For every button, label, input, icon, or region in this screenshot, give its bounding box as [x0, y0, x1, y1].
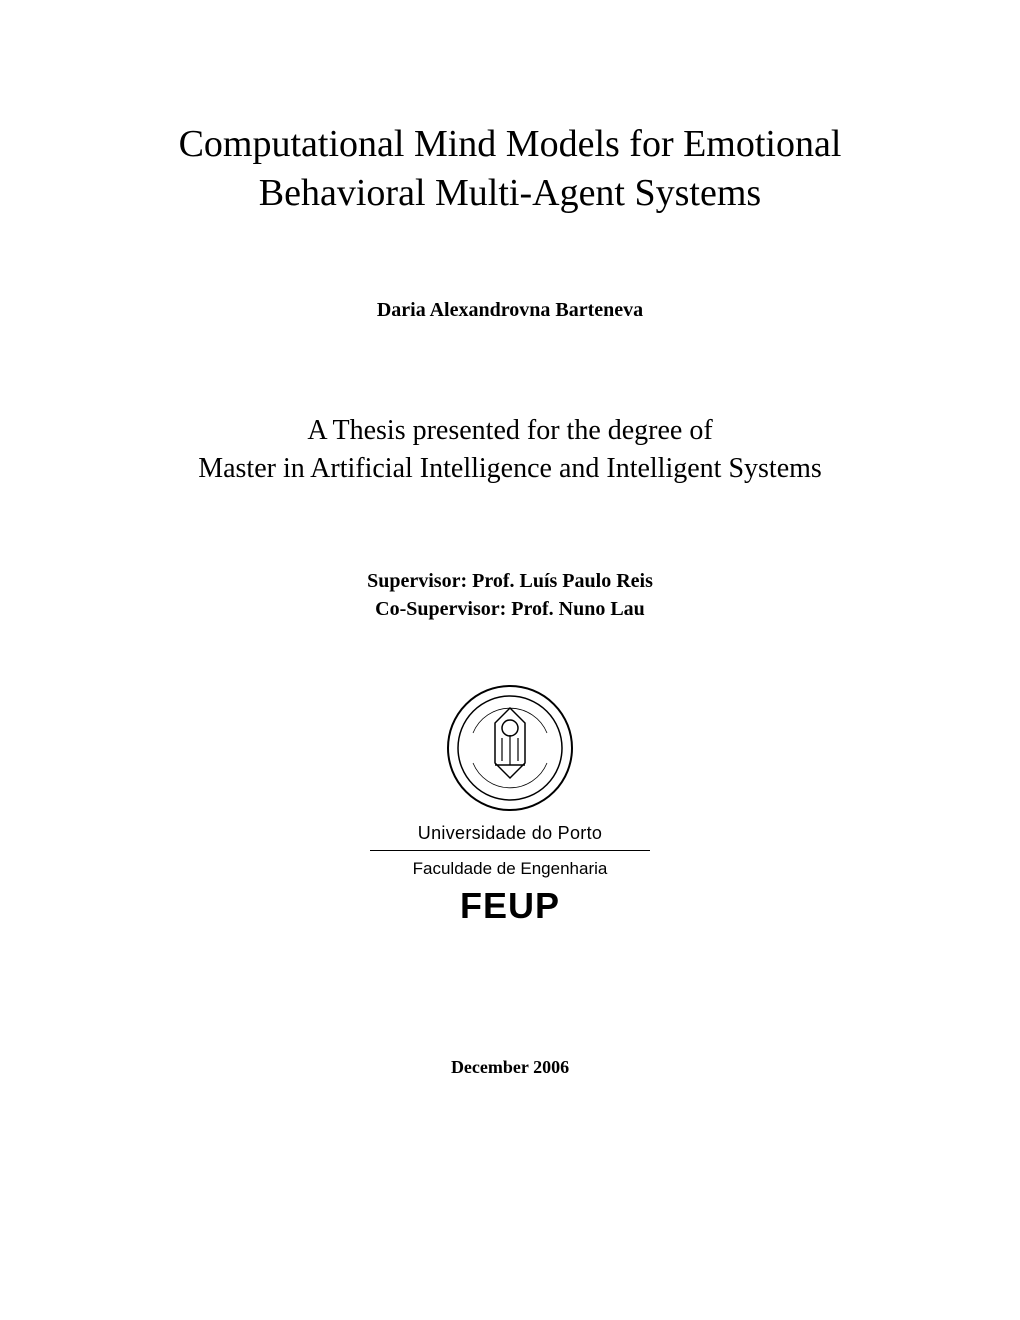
institution-block: Universidade do Porto Faculdade de Engen… — [370, 683, 650, 927]
publication-date: December 2006 — [451, 1057, 569, 1078]
degree-line-2: Master in Artificial Intelligence and In… — [198, 453, 822, 484]
institution-acronym: FEUP — [460, 885, 560, 927]
cosupervisor-line: Co-Supervisor: Prof. Nuno Lau — [375, 598, 645, 620]
university-name: Universidade do Porto — [370, 823, 650, 851]
title-line-2: Behavioral Multi-Agent Systems — [259, 172, 761, 214]
title-line-1: Computational Mind Models for Emotional — [179, 123, 842, 165]
supervisor-line: Supervisor: Prof. Luís Paulo Reis — [367, 570, 653, 592]
degree-line-1: A Thesis presented for the degree of — [307, 415, 712, 446]
author-name: Daria Alexandrovna Barteneva — [377, 299, 643, 322]
degree-statement: A Thesis presented for the degree of Mas… — [198, 412, 822, 488]
thesis-title: Computational Mind Models for Emotional … — [179, 120, 842, 219]
university-seal-icon — [445, 683, 575, 813]
faculty-name: Faculdade de Engenharia — [413, 859, 608, 879]
supervisors-block: Supervisor: Prof. Luís Paulo Reis Co-Sup… — [367, 567, 653, 623]
